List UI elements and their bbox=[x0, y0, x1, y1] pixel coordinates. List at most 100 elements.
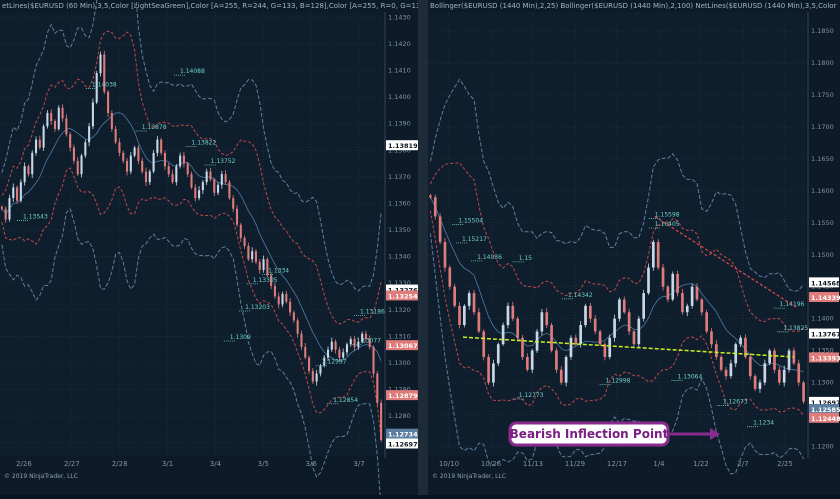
candle-body bbox=[228, 182, 231, 199]
candle-body bbox=[99, 54, 102, 74]
y-tick-label: 1.1370 bbox=[388, 173, 411, 181]
candle-body bbox=[69, 134, 72, 148]
y-tick-label: 1.1330 bbox=[388, 279, 411, 287]
candle-body bbox=[46, 113, 49, 127]
annotation-label: 1.13752 bbox=[211, 158, 236, 165]
price-tag-label: 1.12697 bbox=[388, 441, 418, 449]
annotation-label: 1.13878 bbox=[142, 124, 167, 131]
candle-body bbox=[482, 331, 486, 357]
annotation-label: 1.13077 bbox=[356, 337, 381, 344]
candle-body bbox=[372, 346, 375, 374]
price-tag bbox=[386, 284, 418, 295]
price-tag-label: 1.13254 bbox=[388, 292, 418, 300]
x-tick-label: 2/25 bbox=[777, 460, 793, 468]
annotation-label: 1.12998 bbox=[606, 378, 631, 385]
candle-body bbox=[802, 382, 805, 402]
candle-body bbox=[167, 166, 170, 175]
candle-body bbox=[107, 91, 110, 114]
candle-body bbox=[613, 318, 616, 338]
x-tick-label: 3/1 bbox=[162, 460, 173, 468]
candle-body bbox=[569, 337, 573, 357]
candle-body bbox=[84, 142, 87, 156]
candle-body bbox=[76, 160, 79, 175]
candle-body bbox=[477, 312, 481, 332]
candle-body bbox=[361, 333, 364, 342]
candle-body bbox=[467, 293, 471, 306]
candle-body bbox=[501, 325, 505, 345]
candle-body bbox=[254, 251, 258, 262]
candle-body bbox=[559, 369, 563, 383]
price-tag bbox=[809, 412, 839, 423]
annotation-label: 1.13203 bbox=[245, 304, 270, 311]
candle-body bbox=[652, 241, 655, 268]
price-tag bbox=[809, 404, 839, 415]
candle-body bbox=[492, 363, 495, 383]
y-tick-label: 1.1310 bbox=[388, 332, 411, 340]
candle-body bbox=[175, 166, 178, 183]
candle-body bbox=[334, 341, 337, 350]
callout-box bbox=[508, 421, 670, 447]
candle-body bbox=[787, 350, 791, 370]
panel-divider[interactable] bbox=[418, 0, 428, 495]
bollinger-upper-long bbox=[1, 0, 382, 292]
price-tag-label: 1.14568 bbox=[811, 279, 840, 287]
candle-body bbox=[550, 325, 553, 351]
price-tag-label: 1.13819 bbox=[388, 142, 418, 150]
candle-body bbox=[627, 312, 631, 332]
annotation-label: 1.13825 bbox=[783, 325, 808, 332]
left-chart-svg[interactable]: etLines($EURUSD (60 Min),3,5,Color [Ligh… bbox=[0, 0, 425, 499]
left-chart-panel[interactable]: etLines($EURUSD (60 Min),3,5,Color [Ligh… bbox=[0, 0, 425, 499]
y-tick-label: 1.1350 bbox=[388, 226, 411, 234]
price-tag-label: 1.12879 bbox=[388, 392, 418, 400]
candle-body bbox=[345, 344, 349, 353]
y-tick-label: 1.1290 bbox=[388, 386, 411, 394]
candle-body bbox=[224, 174, 227, 183]
candle-body bbox=[273, 285, 276, 297]
y-tick-label: 1.1500 bbox=[811, 251, 834, 259]
candle-body bbox=[516, 318, 519, 338]
x-tick-label: 3/4 bbox=[210, 460, 222, 468]
y-tick-label: 1.1600 bbox=[811, 187, 834, 195]
candle-body bbox=[448, 267, 452, 287]
candle-body bbox=[61, 107, 64, 119]
right-chart-panel[interactable]: Bollinger($EURUSD (1440 Min),2,25) Bolli… bbox=[428, 0, 840, 495]
bollinger-lower-short bbox=[1, 167, 382, 441]
candle-body bbox=[42, 126, 45, 148]
x-tick-label: 2/27 bbox=[64, 460, 80, 468]
candle-body bbox=[748, 356, 752, 377]
price-tag-label: 1.12697 bbox=[811, 399, 840, 407]
annotation-label: 1.13064 bbox=[677, 373, 702, 380]
candle-body bbox=[232, 198, 235, 209]
annotation-label: 1.14088 bbox=[180, 68, 205, 75]
candle-body bbox=[311, 370, 314, 382]
annotation-label: 1.1234 bbox=[753, 420, 774, 427]
candle-body bbox=[239, 224, 242, 238]
candle-body bbox=[205, 171, 208, 183]
candle-body bbox=[213, 179, 216, 193]
candle-body bbox=[285, 293, 288, 302]
annotation-label: 1.12773 bbox=[519, 392, 544, 399]
candle-body bbox=[308, 357, 311, 371]
candle-body bbox=[782, 369, 786, 383]
candle-body bbox=[574, 337, 578, 345]
right-chart-svg[interactable]: Bollinger($EURUSD (1440 Min),2,25) Bolli… bbox=[428, 0, 840, 495]
candle-body bbox=[530, 350, 534, 370]
price-tag bbox=[386, 438, 418, 449]
candle-body bbox=[773, 350, 776, 370]
candle-body bbox=[323, 357, 326, 366]
plot-area bbox=[0, 12, 383, 456]
x-tick-label: 3/5 bbox=[258, 460, 269, 468]
candle-body bbox=[88, 126, 91, 143]
candle-body bbox=[671, 273, 675, 300]
candle-body bbox=[137, 147, 140, 161]
candle-body bbox=[133, 147, 136, 156]
annotation-label: 1.13543 bbox=[23, 214, 48, 221]
candle-body bbox=[758, 382, 762, 389]
candle-body bbox=[453, 286, 456, 306]
price-tag bbox=[386, 340, 418, 351]
price-tag-label: 1.13393 bbox=[811, 354, 840, 362]
candle-body bbox=[349, 339, 352, 345]
candle-body bbox=[148, 171, 151, 183]
candle-body bbox=[38, 139, 41, 148]
candle-body bbox=[289, 301, 292, 313]
